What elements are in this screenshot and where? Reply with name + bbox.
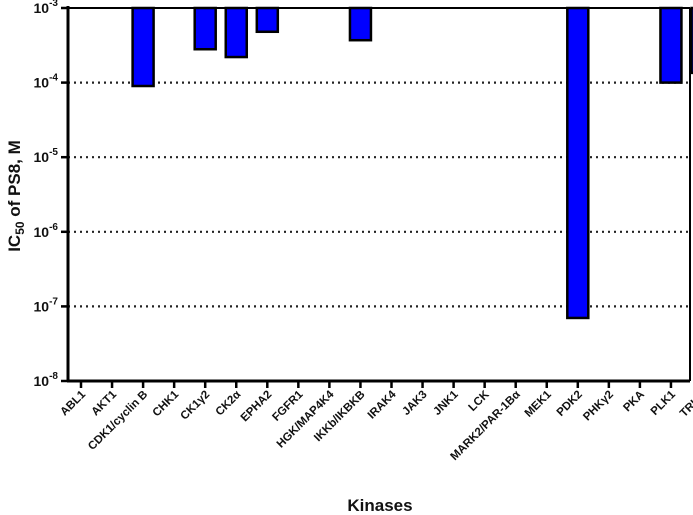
x-tick-label: ABL1 [58,388,88,418]
bar-ck2- [224,6,248,59]
x-tick-label: PLK1 [649,388,679,418]
x-tick-label: IRAK4 [366,388,399,421]
x-tick-label: PDK2 [555,389,585,419]
y-tick-label: 10-8 [34,371,59,389]
x-tick-label: JNK1 [431,388,461,418]
bar-cdk1-cyclin-b [131,6,155,88]
x-tick-label: MEK1 [523,388,555,420]
x-tick-label: EPHA2 [239,389,275,425]
bars [131,6,693,320]
grid-lines [68,81,690,308]
bar-epha2 [255,6,280,34]
x-tick-label: JAK3 [400,389,429,418]
y-axis-title: IC50 of PS8, M [5,140,27,252]
y-tick-label: 10-7 [34,296,59,314]
y-tick-label: 10-4 [34,73,59,91]
bar-plk1 [659,6,683,84]
bar-trka [690,6,693,75]
y-tick-label: 10-6 [34,222,59,240]
y-axis-title-subscript: 50 [13,221,27,235]
bar-pdk2 [566,6,590,320]
x-tick-label: CHK1 [151,388,182,419]
y-tick-labels: 10-8 10-7 10-6 10-5 10-4 10-3 [34,0,59,389]
x-tick-label: CK2α [214,389,244,419]
bar-ikkb-ikbkb [348,6,373,42]
x-tick-label: AKT1 [89,388,119,418]
x-tick-label: LCK [467,388,493,414]
x-tick-label: CDK1/cyclin B [86,389,150,453]
x-tick-label: TRKA [678,389,693,420]
y-tick-label: 10-5 [34,147,59,165]
x-tick-label: PKA [621,389,647,415]
x-axis-title: Kinases [347,496,412,515]
x-tick-label: PHKγ2 [581,389,616,424]
y-tick-label: 10-3 [34,0,59,16]
x-tick-label: CK1γ2 [179,389,213,423]
y-axis-title-rest: of PS8, M [5,140,24,221]
axes [61,6,691,388]
y-axis-title-main: IC [5,235,24,252]
bar-ck1-2 [193,6,217,51]
